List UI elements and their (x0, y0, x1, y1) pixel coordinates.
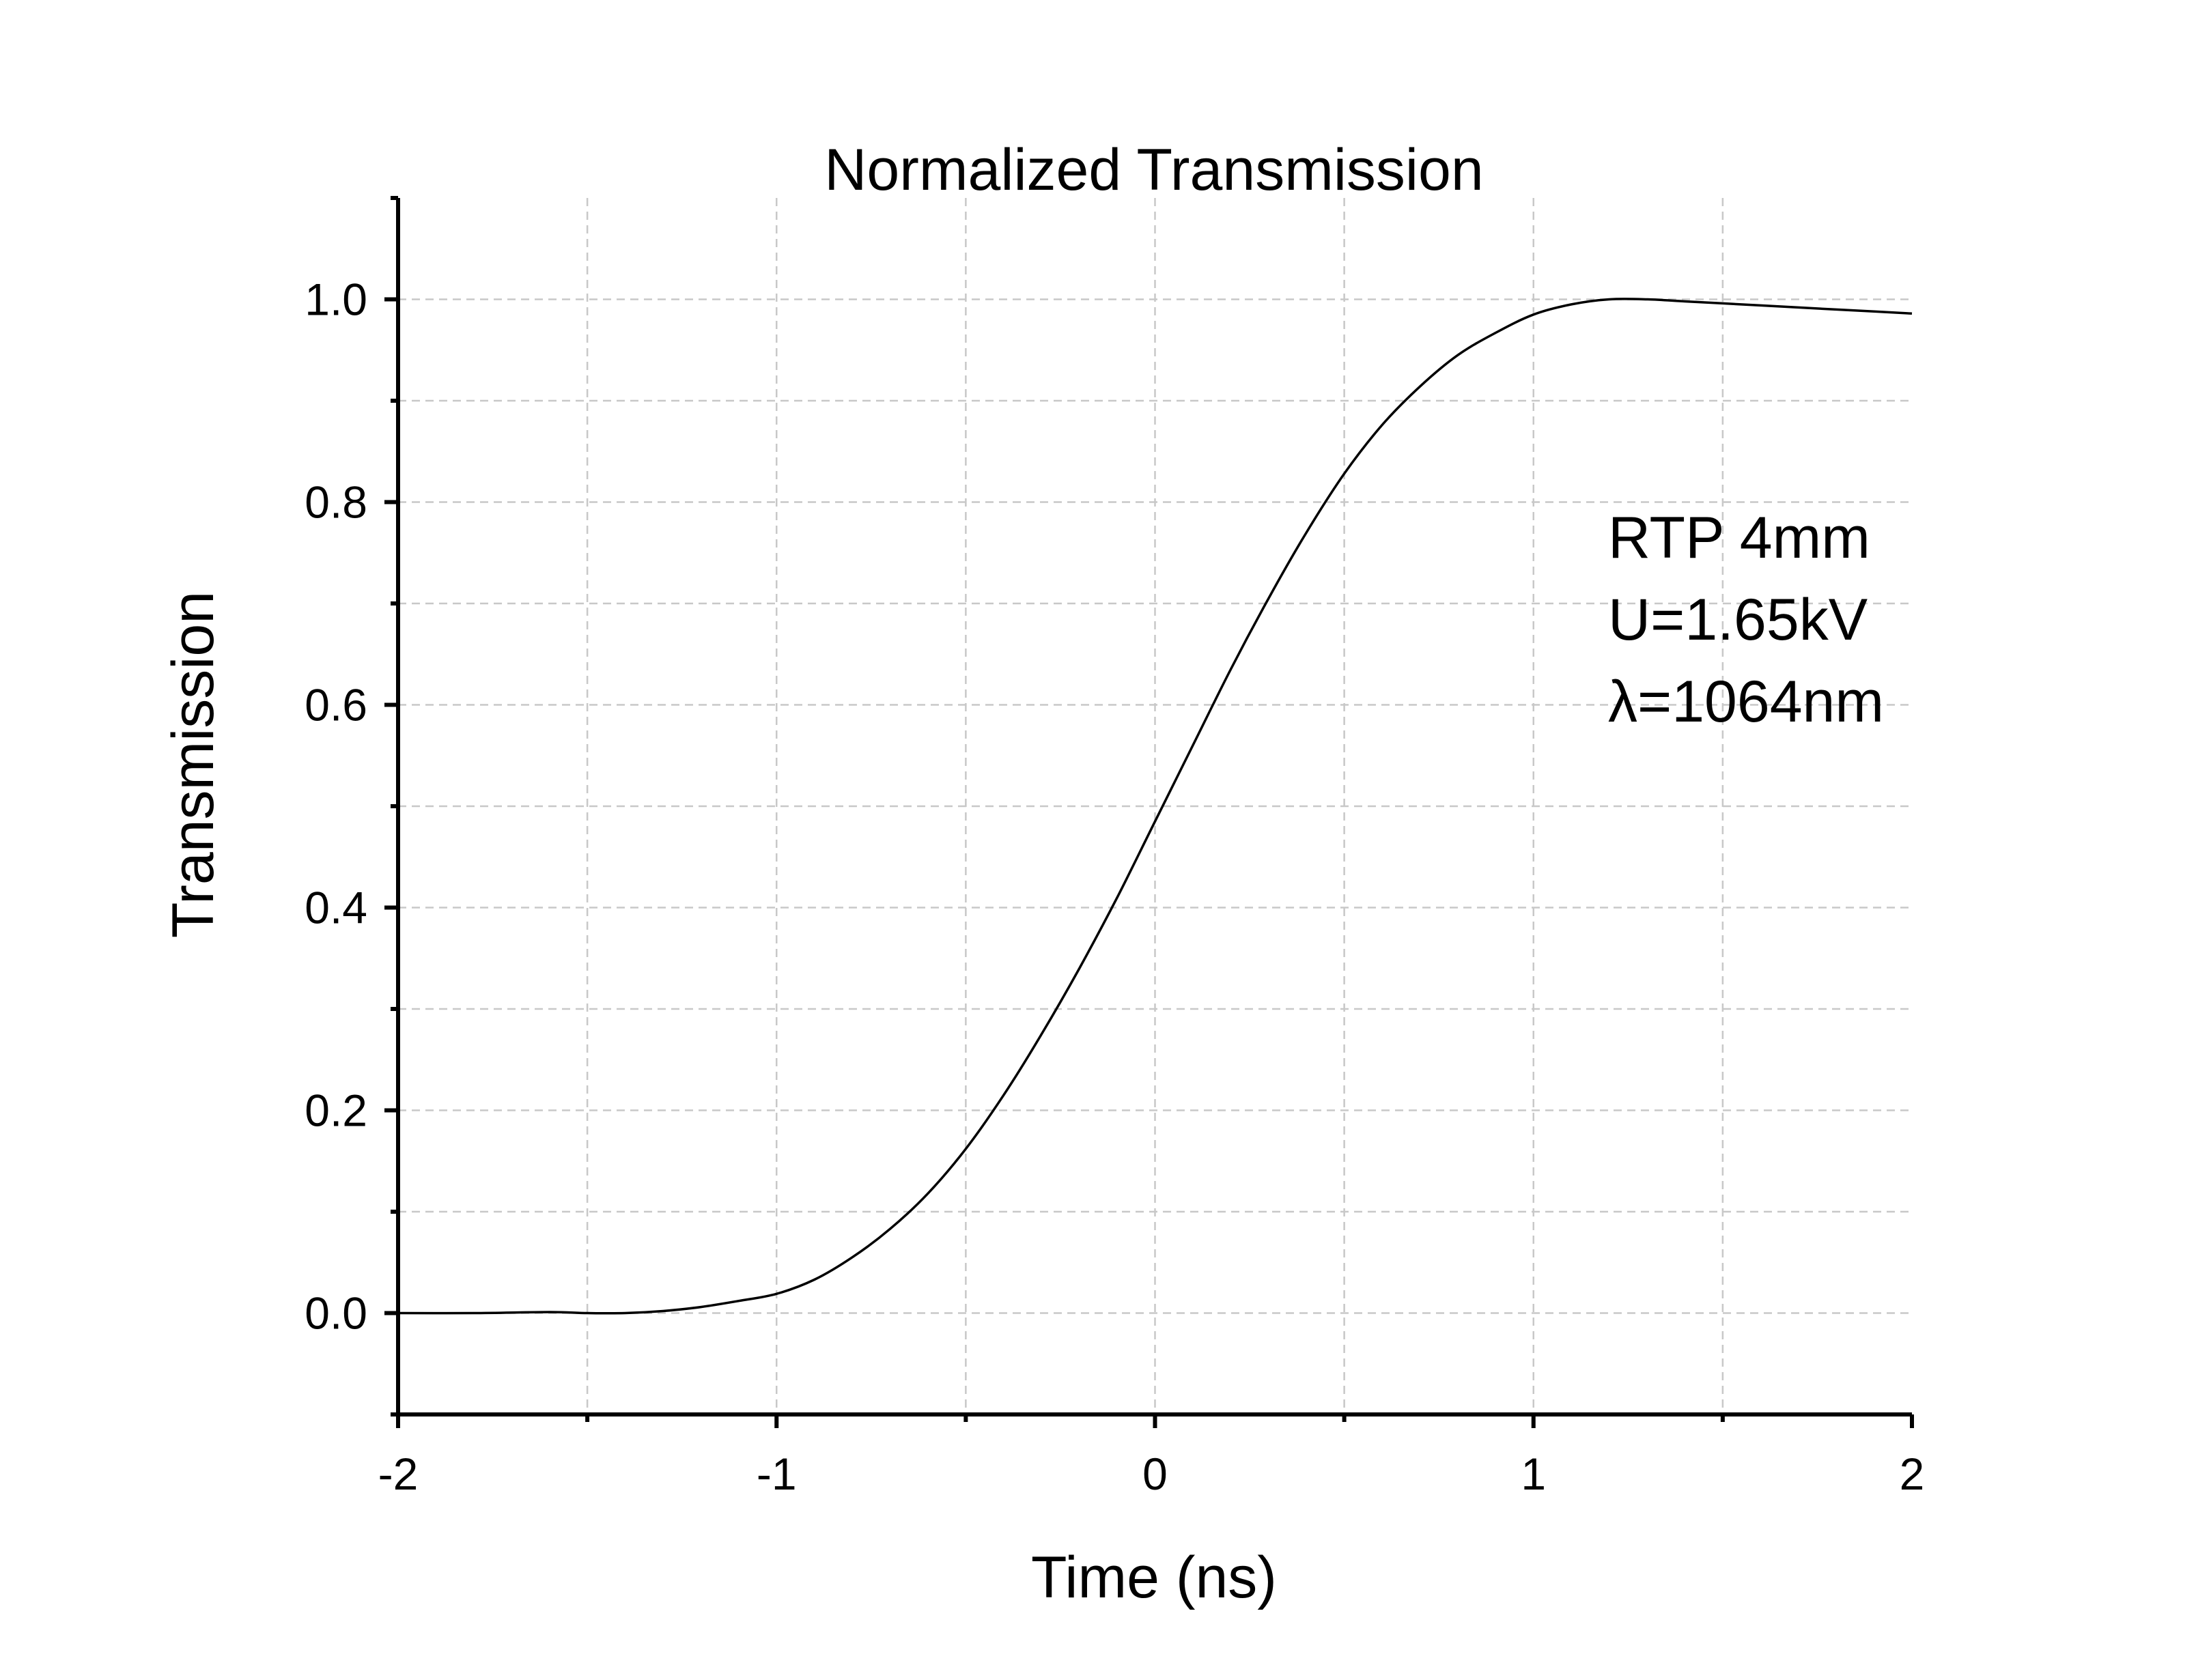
axes (384, 196, 1914, 1428)
y-tick-label: 0.8 (305, 477, 367, 528)
x-tick-label: -2 (378, 1449, 419, 1499)
x-tick-label: 0 (1142, 1449, 1168, 1499)
y-tick-label: 0.6 (305, 680, 367, 730)
annotation-crystal: RTP 4mm (1608, 505, 1870, 571)
y-tick-label: 0.0 (305, 1288, 367, 1339)
chart-title: Normalized Transmission (824, 137, 1483, 203)
x-tick-label: 1 (1521, 1449, 1546, 1499)
x-tick-label: -1 (757, 1449, 797, 1499)
annotation-wavelength: λ=1064nm (1608, 669, 1884, 735)
series-layer (397, 298, 1913, 1315)
y-tick-label: 0.4 (305, 883, 367, 933)
annotation-voltage: U=1.65kV (1608, 587, 1868, 653)
x-tick-label: 2 (1900, 1449, 1925, 1499)
y-axis-title: Transmission (160, 591, 226, 938)
tick-labels: -2 -1 0 1 2 0.0 0.2 0.4 0.6 0.8 1.0 (305, 274, 1924, 1500)
y-tick-label: 1.0 (305, 274, 367, 325)
y-tick-label: 0.2 (305, 1085, 367, 1136)
grid-lines (398, 198, 1912, 1414)
x-axis-title: Time (ns) (1031, 1545, 1277, 1610)
transmission-curve (397, 298, 1913, 1315)
